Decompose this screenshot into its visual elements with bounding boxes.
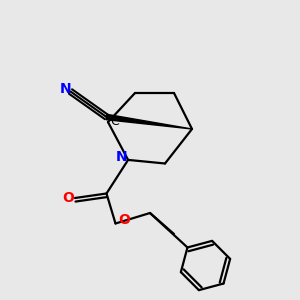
Text: C: C	[110, 115, 119, 128]
Text: N: N	[116, 150, 127, 164]
Text: N: N	[60, 82, 72, 96]
Text: O: O	[118, 214, 130, 227]
Text: O: O	[62, 191, 74, 205]
Polygon shape	[106, 114, 192, 129]
